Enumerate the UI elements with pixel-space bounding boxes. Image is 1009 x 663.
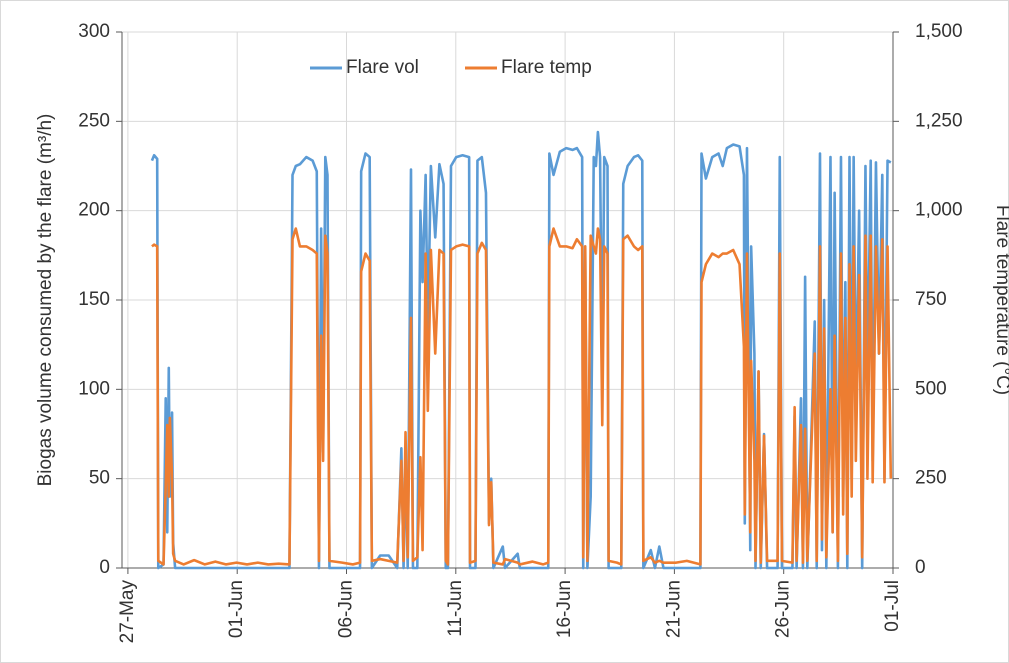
legend-label: Flare temp (501, 57, 592, 78)
y2-tick-label: 750 (915, 289, 947, 310)
legend-label: Flare vol (346, 57, 419, 78)
x-tick-label: 01-Jul (882, 580, 903, 632)
y-tick-label: 200 (78, 200, 110, 221)
x-tick-label: 16-Jun (554, 580, 575, 638)
y2-tick-label: 1,500 (915, 21, 963, 42)
x-tick-label: 27-May (117, 580, 138, 644)
x-tick-label: 01-Jun (226, 580, 247, 638)
y2-tick-label: 250 (915, 468, 947, 489)
y2-tick-label: 0 (915, 557, 926, 578)
y2-axis-title: Flare temperature (°C) (992, 205, 1009, 395)
y-tick-label: 100 (78, 378, 110, 399)
x-tick-label: 06-Jun (336, 580, 357, 638)
y-tick-label: 50 (89, 468, 110, 489)
data-line (151, 227, 893, 566)
x-tick-label: 11-Jun (445, 580, 466, 637)
y2-tick-label: 1,250 (915, 110, 963, 131)
x-tick-label: 26-Jun (773, 580, 794, 638)
y2-tick-label: 500 (915, 378, 947, 399)
y-tick-label: 250 (78, 110, 110, 131)
y-tick-label: 300 (78, 21, 110, 42)
x-tick-label: 21-Jun (663, 580, 684, 638)
y-tick-label: 0 (99, 557, 110, 578)
y-tick-label: 150 (78, 289, 110, 310)
y2-tick-label: 1,000 (915, 200, 963, 221)
y-axis-title: Biogas volume consumed by the flare (m³/… (35, 114, 56, 487)
